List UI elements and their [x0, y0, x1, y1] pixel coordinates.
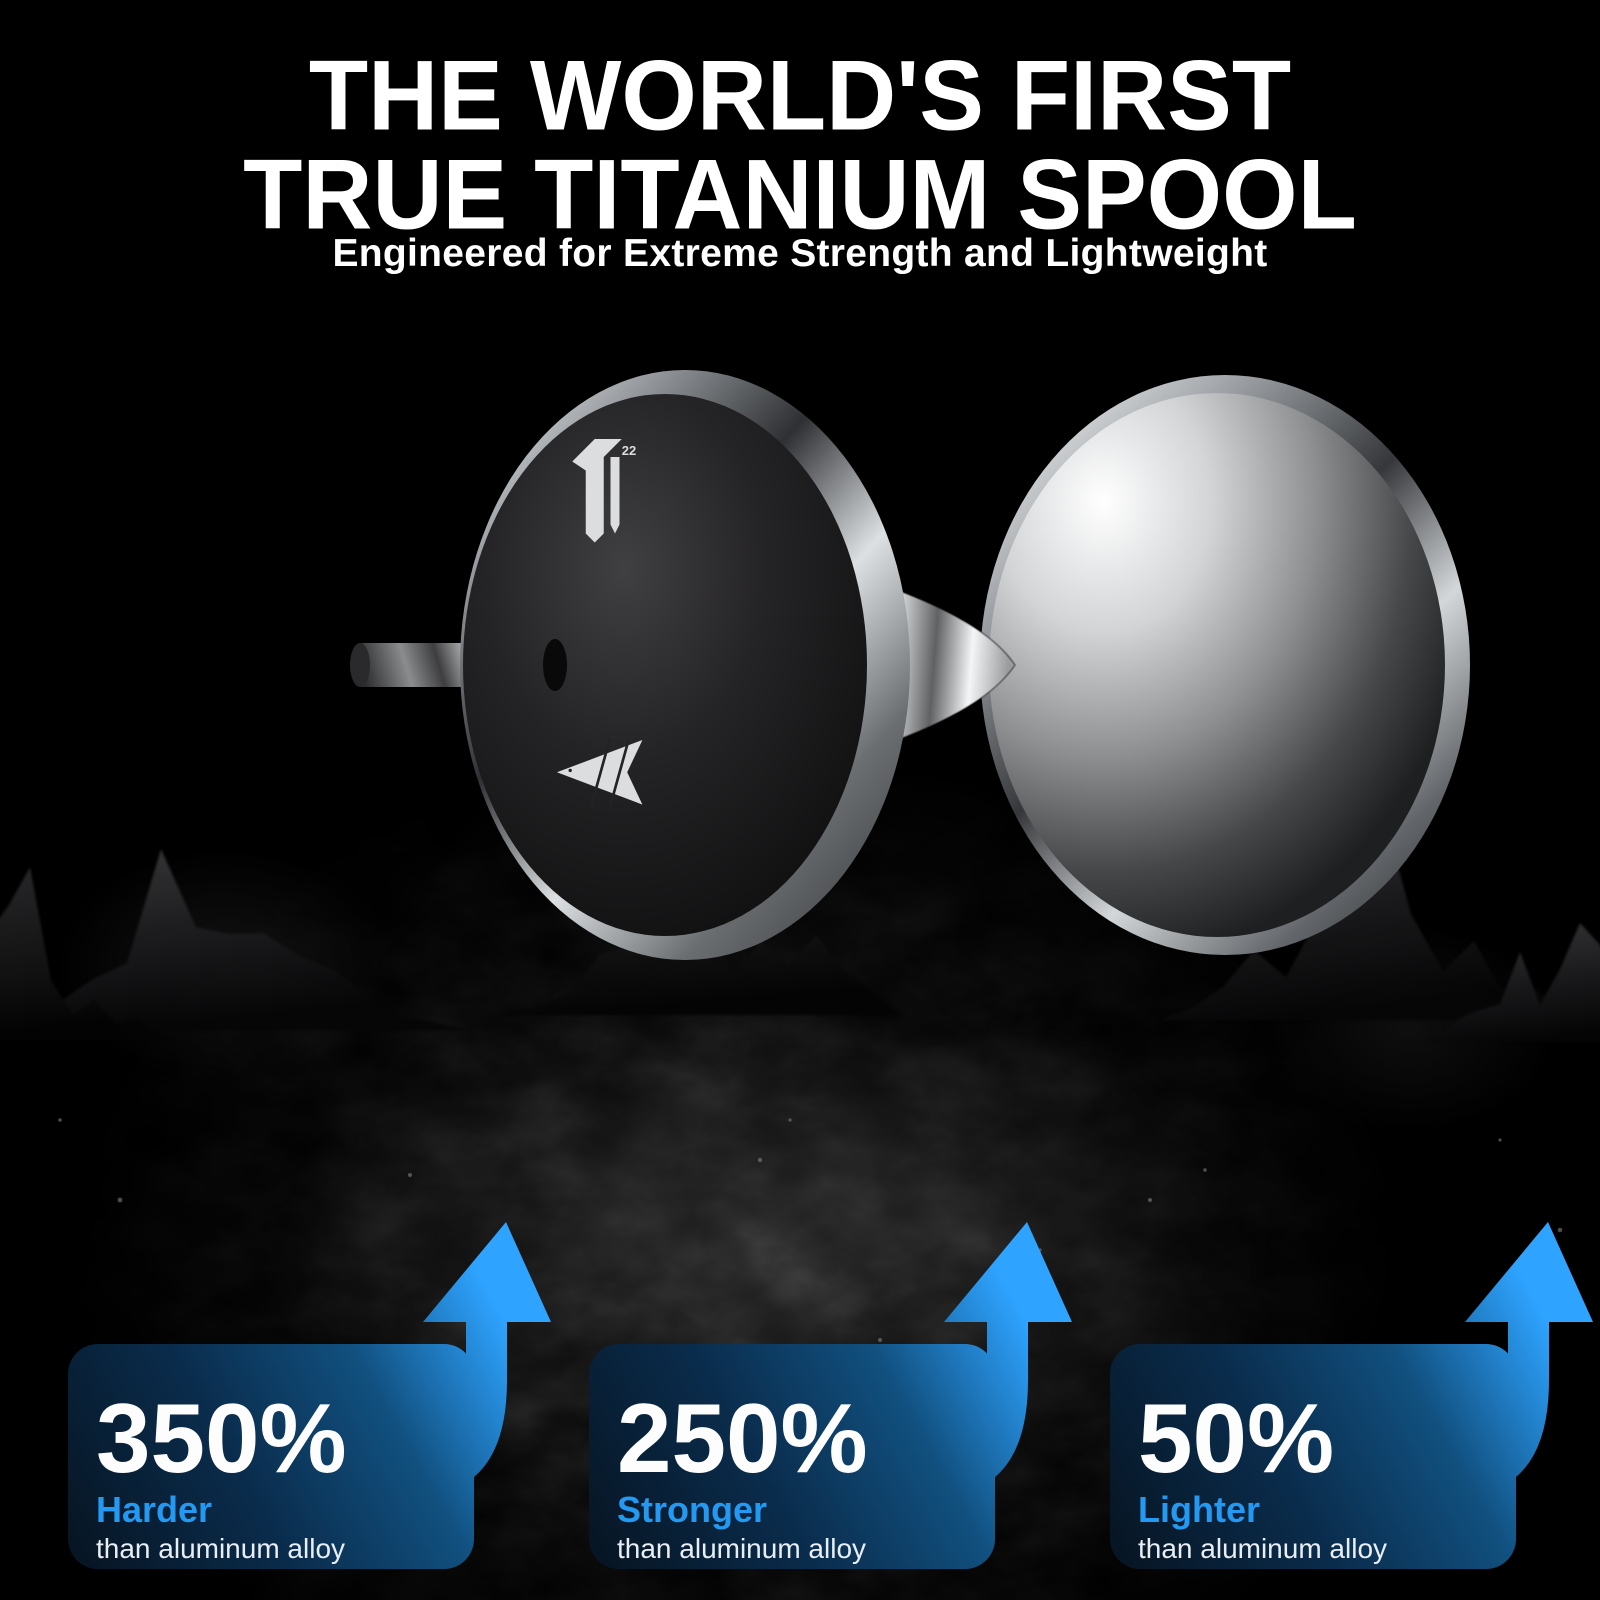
- svg-text:22: 22: [622, 443, 637, 458]
